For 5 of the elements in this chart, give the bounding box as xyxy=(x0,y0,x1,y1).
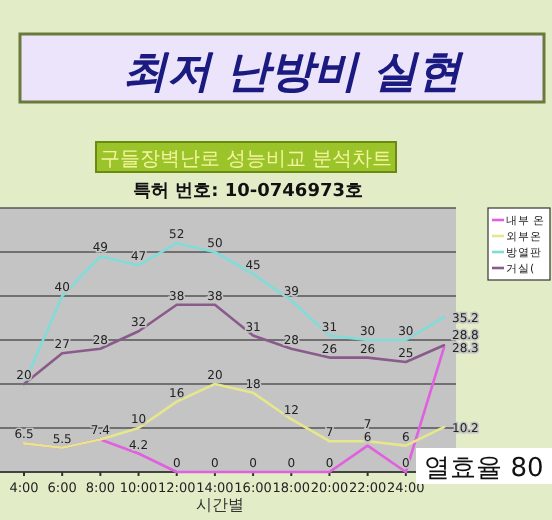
text: 특허 번호: 10-0746973호 xyxy=(133,182,363,202)
annotation: 열효율 80 xyxy=(424,454,544,484)
chart-title: 최저 난방비 실현 xyxy=(122,48,466,98)
x-axis-title: 시간별 xyxy=(196,496,244,514)
chart-subtitle: 구들장벽난로 성능비교 분석차트 xyxy=(99,149,393,171)
